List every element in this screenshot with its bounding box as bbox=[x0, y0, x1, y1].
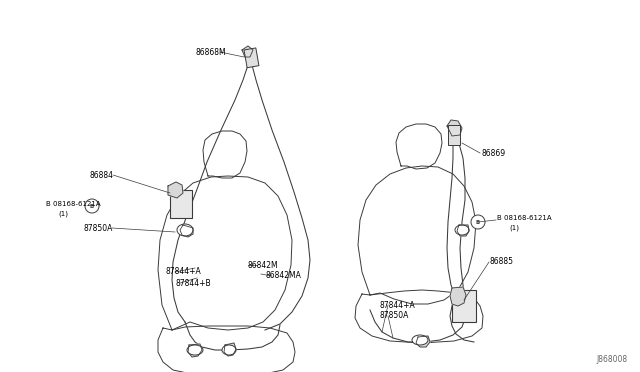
Polygon shape bbox=[168, 182, 183, 198]
Ellipse shape bbox=[412, 335, 428, 345]
Circle shape bbox=[471, 215, 485, 229]
Text: B 08168-6121A: B 08168-6121A bbox=[497, 215, 552, 221]
Text: (1): (1) bbox=[509, 225, 519, 231]
Text: 87850A: 87850A bbox=[380, 311, 410, 321]
Polygon shape bbox=[450, 287, 466, 306]
Polygon shape bbox=[188, 344, 202, 357]
Text: 86868M: 86868M bbox=[195, 48, 226, 57]
Text: B: B bbox=[90, 203, 94, 208]
Ellipse shape bbox=[455, 225, 469, 235]
Circle shape bbox=[85, 199, 99, 213]
Text: 86885: 86885 bbox=[490, 257, 514, 266]
Polygon shape bbox=[355, 290, 483, 343]
Bar bbox=[448, 125, 460, 145]
Polygon shape bbox=[447, 120, 462, 136]
Bar bbox=[244, 48, 259, 68]
Ellipse shape bbox=[222, 345, 236, 355]
Text: 87844+A: 87844+A bbox=[166, 267, 202, 276]
Polygon shape bbox=[358, 166, 476, 304]
Text: 86869: 86869 bbox=[482, 148, 506, 157]
Polygon shape bbox=[158, 176, 292, 330]
Polygon shape bbox=[158, 326, 295, 372]
Bar bbox=[170, 190, 192, 218]
Polygon shape bbox=[242, 46, 253, 57]
Polygon shape bbox=[416, 336, 430, 347]
Polygon shape bbox=[396, 124, 442, 169]
Text: B 08168-6121A: B 08168-6121A bbox=[46, 201, 100, 207]
Text: (1): (1) bbox=[58, 211, 68, 217]
Text: J868008: J868008 bbox=[597, 355, 628, 364]
Polygon shape bbox=[224, 343, 236, 356]
Polygon shape bbox=[203, 131, 247, 178]
Text: 86884: 86884 bbox=[89, 170, 113, 180]
Bar bbox=[452, 290, 476, 322]
Text: 86842MA: 86842MA bbox=[265, 272, 301, 280]
Text: 87844+B: 87844+B bbox=[175, 279, 211, 288]
Polygon shape bbox=[457, 225, 469, 236]
Text: B: B bbox=[476, 219, 480, 224]
Text: 86842M: 86842M bbox=[248, 260, 278, 269]
Ellipse shape bbox=[177, 224, 193, 236]
Ellipse shape bbox=[187, 345, 203, 355]
Text: 87844+A: 87844+A bbox=[380, 301, 416, 310]
Polygon shape bbox=[180, 225, 193, 237]
Text: 87850A: 87850A bbox=[84, 224, 113, 232]
